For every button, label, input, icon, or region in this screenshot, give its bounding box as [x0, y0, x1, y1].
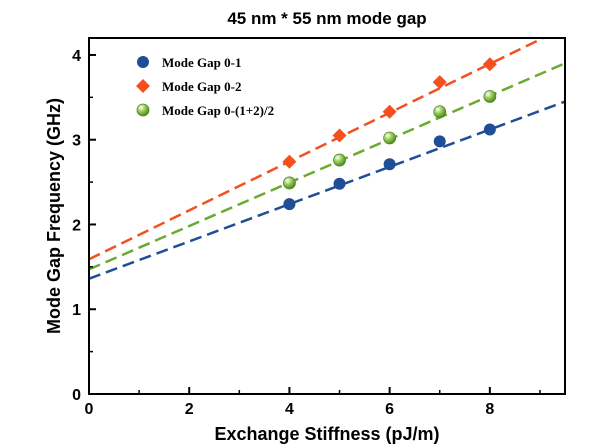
fit-line-2	[88, 36, 544, 261]
legend-marker-3	[136, 103, 150, 117]
data-point-series-1	[483, 123, 496, 136]
chart-title: 45 nm * 55 nm mode gap	[227, 9, 426, 28]
data-point-series-3	[383, 131, 397, 145]
legend-marker-1	[137, 56, 149, 68]
legend-label-2: Mode Gap 0-2	[162, 79, 241, 94]
plot-frame	[88, 37, 566, 395]
data-points	[282, 57, 497, 211]
data-point-series-3	[433, 105, 447, 119]
data-point-series-2	[482, 57, 497, 72]
legend: Mode Gap 0-1 Mode Gap 0-2 Mode Gap 0-(1+2)…	[136, 55, 274, 118]
data-point-series-3	[483, 90, 497, 103]
legend-label-3: Mode Gap 0-(1+2)/2	[162, 103, 274, 118]
data-point-series-3	[283, 176, 296, 190]
y-tick-label: 0	[72, 387, 81, 404]
y-axis: 0 1 2 3 4	[72, 48, 96, 404]
x-tick-label: 2	[185, 401, 194, 418]
legend-marker-2	[136, 79, 150, 93]
x-tick-label: 8	[485, 401, 494, 418]
y-tick-label: 1	[72, 302, 81, 319]
data-point-series-1	[433, 135, 446, 148]
x-axis: 0 2 4 6 8	[85, 387, 541, 418]
fit-lines	[88, 36, 566, 280]
x-tick-label: 0	[85, 401, 94, 418]
data-point-series-2	[282, 154, 297, 169]
legend-label-1: Mode Gap 0-1	[162, 55, 241, 70]
y-tick-label: 2	[72, 217, 81, 234]
data-point-series-2	[382, 104, 397, 119]
data-point-series-3	[333, 153, 346, 167]
data-point-series-1	[283, 198, 296, 211]
data-point-series-1	[383, 158, 396, 171]
y-tick-label: 3	[72, 133, 81, 150]
data-point-series-2	[332, 128, 347, 143]
x-tick-label: 4	[285, 401, 294, 418]
y-axis-label: Mode Gap Frequency (GHz)	[44, 98, 64, 334]
data-point-series-1	[333, 177, 346, 190]
x-tick-label: 6	[385, 401, 394, 418]
data-point-series-2	[432, 75, 447, 90]
y-tick-label: 4	[72, 48, 81, 65]
x-axis-label: Exchange Stiffness (pJ/m)	[214, 424, 439, 444]
